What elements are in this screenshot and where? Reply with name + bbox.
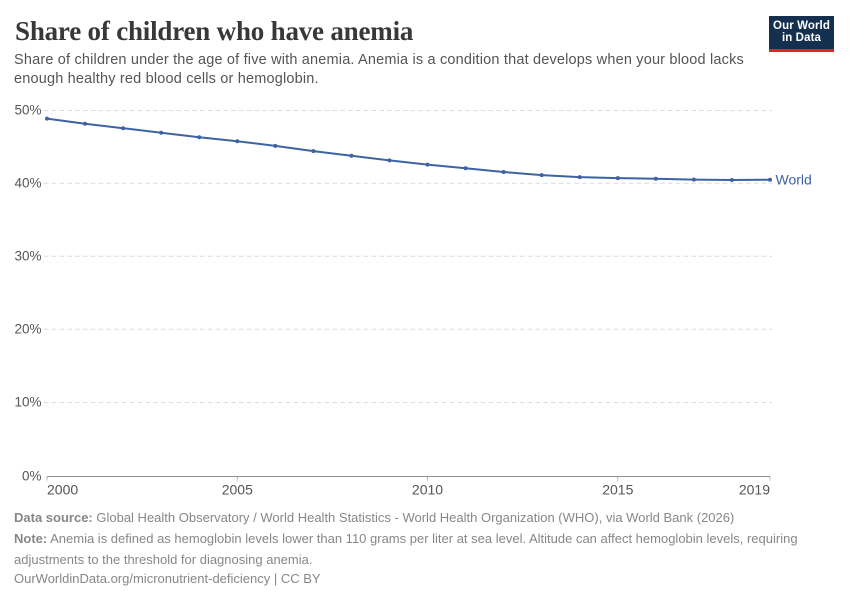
svg-text:2010: 2010 [412, 482, 443, 498]
svg-text:0%: 0% [22, 469, 42, 484]
svg-text:World: World [776, 172, 812, 188]
svg-text:2005: 2005 [222, 482, 253, 498]
svg-text:40%: 40% [14, 175, 41, 190]
svg-text:2019: 2019 [739, 482, 770, 498]
svg-text:20%: 20% [14, 321, 41, 336]
svg-text:50%: 50% [14, 103, 41, 118]
svg-text:10%: 10% [14, 395, 41, 410]
svg-text:30%: 30% [14, 248, 41, 263]
svg-text:2015: 2015 [602, 482, 633, 498]
svg-text:2000: 2000 [47, 482, 78, 498]
